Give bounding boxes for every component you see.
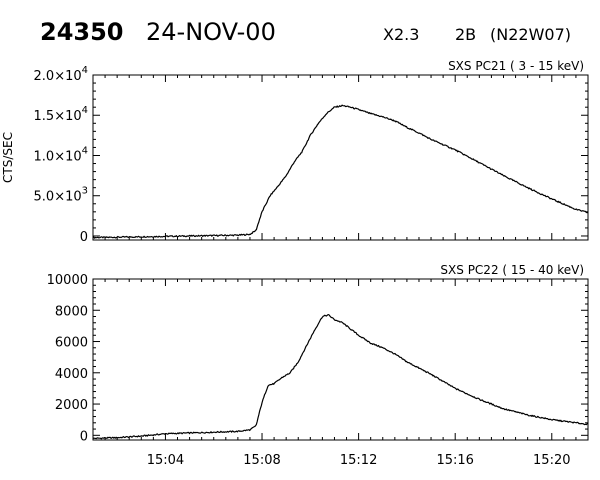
header: 24350 24-NOV-00 X2.3 2B (N22W07) <box>40 18 571 46</box>
x-tick-label: 15:12 <box>340 453 377 468</box>
optical-class: 2B <box>455 25 476 44</box>
y-tick-label: 0 <box>80 230 88 245</box>
panel-title: SXS PC22 ( 15 - 40 keV) <box>440 263 584 277</box>
y-tick-label: 2.0×104 <box>34 65 88 84</box>
count-rate-line <box>92 314 589 440</box>
y-tick-label: 10000 <box>47 273 88 288</box>
panel-title: SXS PC21 ( 3 - 15 keV) <box>448 59 584 73</box>
x-tick-label: 15:16 <box>436 453 473 468</box>
y-tick-label: 2000 <box>55 398 88 413</box>
y-tick-label: 1.5×104 <box>34 105 88 124</box>
panel-pc21: SXS PC21 ( 3 - 15 keV) CTS/SEC 0 5.0×103 1.0… <box>1 59 589 245</box>
y-axis-label: CTS/SEC <box>1 132 15 183</box>
y-tick-label: 1.0×104 <box>34 145 88 164</box>
count-rate-line <box>92 104 589 239</box>
event-number: 24350 <box>40 18 124 46</box>
y-tick-label: 5.0×103 <box>34 186 88 205</box>
goes-class: X2.3 <box>383 25 419 44</box>
y-tick-label: 4000 <box>55 367 88 382</box>
y-tick-exponent: 4 <box>82 105 88 116</box>
y-tick-label: 0 <box>80 429 88 444</box>
plot-frame <box>92 74 589 241</box>
flare-location: (N22W07) <box>490 25 571 44</box>
y-tick-exponent: 4 <box>82 65 88 76</box>
x-tick-label: 15:04 <box>147 453 184 468</box>
y-tick-exponent: 3 <box>82 186 88 197</box>
y-tick-label: 8000 <box>55 304 88 319</box>
x-tick-label: 15:08 <box>243 453 280 468</box>
event-date: 24-NOV-00 <box>146 18 276 46</box>
panel-pc22: SXS PC22 ( 15 - 40 keV) 0 2000 4000 6000 8000… <box>47 263 589 468</box>
plot-frame <box>92 278 589 441</box>
y-tick-exponent: 4 <box>82 145 88 156</box>
y-tick-label: 6000 <box>55 336 88 351</box>
x-tick-label: 15:20 <box>533 453 570 468</box>
